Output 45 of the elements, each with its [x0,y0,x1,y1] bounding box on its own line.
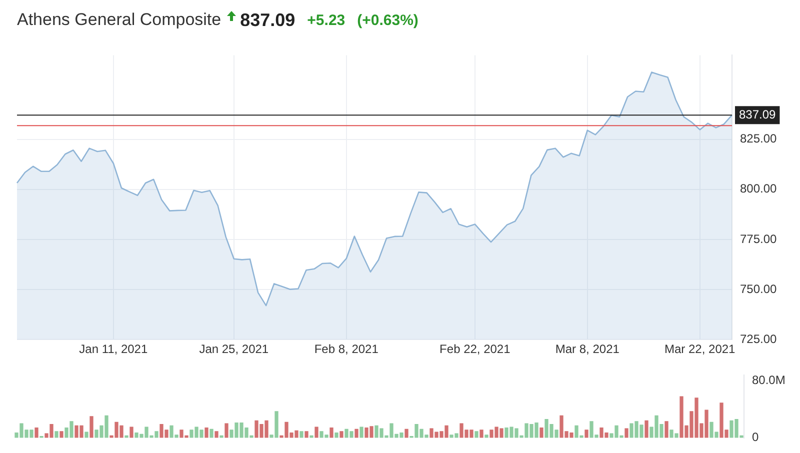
x-tick-label: Feb 8, 2021 [314,342,379,356]
y-tick-label: 750.00 [740,282,778,296]
bar [224,423,228,438]
bar [304,431,308,438]
y-tick-label: 825.00 [740,132,778,146]
bar [664,421,668,438]
text: 837.09 [240,10,296,30]
x-tick-label: Mar 8, 2021 [555,342,620,356]
bar [214,431,218,438]
bar [300,431,304,438]
bar [540,428,544,438]
bar [330,428,334,438]
bar [210,428,214,438]
y-tick-label: 775.00 [740,232,778,246]
bar [90,416,94,438]
bar [340,431,344,438]
bar [584,430,588,438]
bar [480,430,484,438]
bar [54,431,58,438]
bar [314,426,318,438]
bar [130,426,134,438]
y-tick-label: 0 [752,430,759,444]
bar [84,432,88,438]
x-tick-label: Jan 11, 2021 [79,342,148,356]
bar [354,428,358,438]
bar [644,420,648,438]
x-tick-label: Feb 22, 2021 [440,342,511,356]
y-tick-label: 800.00 [740,182,778,196]
text: +5.23 [307,12,346,28]
bar [360,426,364,438]
x-tick-label: Mar 22, 2021 [664,342,736,356]
bar [334,432,338,438]
x-tick-label: Jan 25, 2021 [199,342,269,356]
bar [484,434,488,438]
chart-title: Athens General Composite [17,10,222,30]
text: (+0.63%) [357,12,418,28]
bar [60,431,64,438]
ref-line-label: 837.09 [739,107,776,122]
bar [624,428,628,438]
y-tick-label: 725.00 [740,332,778,346]
bar [474,431,478,438]
bar [34,428,38,438]
bar [204,428,208,438]
y-tick-label: 80.0M [752,373,786,388]
bar [404,428,408,438]
